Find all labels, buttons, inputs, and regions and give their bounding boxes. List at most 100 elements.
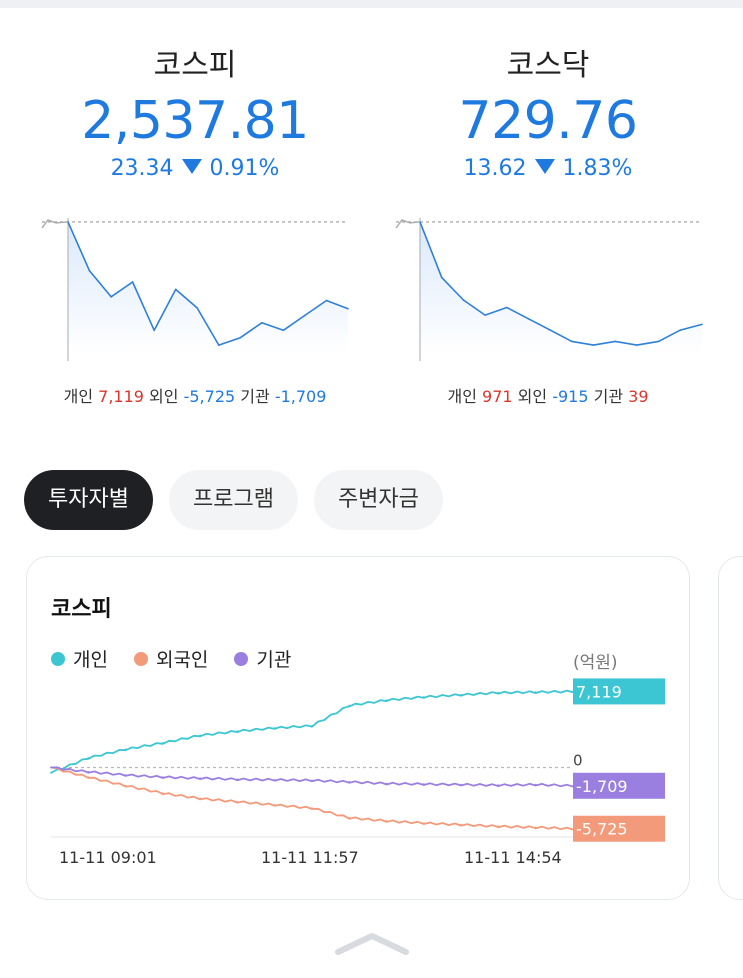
- price-point: [571, 340, 573, 343]
- down-triangle-icon: [534, 159, 555, 174]
- price-point: [325, 299, 328, 302]
- chart-legend: 개인 외국인 기관: [51, 645, 291, 672]
- price-point: [239, 336, 242, 339]
- series-point: [422, 783, 425, 785]
- price-point: [347, 307, 349, 310]
- unit-label: (억원): [573, 653, 618, 673]
- kosdaq-investor-flows: 개인 971 외인 -915 기관 39: [388, 383, 708, 407]
- index-change: 23.34 0.91%: [35, 154, 355, 184]
- series-point: [87, 770, 90, 773]
- personal-value: 971: [482, 387, 513, 406]
- index-name: 코스닥: [506, 48, 590, 83]
- index-value: 2,537.81: [81, 91, 309, 151]
- price-point: [110, 296, 112, 298]
- price-point: [282, 329, 285, 332]
- personal-value: 7,119: [98, 387, 144, 406]
- change-amount: 23.34: [110, 156, 174, 181]
- series-point: [273, 727, 276, 729]
- series-point: [497, 825, 500, 828]
- legend-foreign: 외국인: [133, 645, 209, 672]
- price-point: [196, 307, 199, 309]
- legend-label: 기관: [256, 649, 292, 671]
- change-percent: 0.91%: [209, 156, 280, 181]
- series-point: [460, 693, 463, 696]
- series-point: [385, 699, 388, 702]
- kospi-summary[interactable]: 코스피 2,537.81 23.34 0.91%: [35, 44, 355, 184]
- series-line-1: [50, 766, 574, 831]
- personal-label: 개인: [447, 387, 477, 406]
- legend-personal: 개인: [51, 645, 108, 672]
- legend-label: 외국인: [155, 649, 209, 671]
- series-point: [460, 823, 463, 826]
- series-point: [385, 820, 388, 822]
- series-point: [199, 777, 202, 780]
- zero-label: 0: [573, 752, 583, 770]
- price-point: [636, 344, 638, 346]
- price-point: [174, 288, 177, 291]
- end-label: 7,119: [576, 682, 622, 701]
- price-point: [527, 318, 530, 320]
- investor-flow-card[interactable]: 코스피 개인 외국인 기관 (억원) 0 7,119 -5,725 -1,709 11-…: [26, 556, 690, 900]
- series-point: [311, 807, 313, 810]
- x-tick-label: 11-11 14:54: [464, 848, 562, 867]
- foreign-label: 외인: [517, 387, 548, 406]
- end-label-box: [573, 772, 665, 799]
- price-point: [614, 340, 617, 343]
- series-point: [422, 822, 425, 825]
- price-point: [462, 299, 465, 301]
- change-amount: 13.62: [463, 156, 527, 181]
- index-name: 코스피: [153, 48, 237, 83]
- price-point: [657, 340, 660, 343]
- end-label-box: [573, 678, 665, 705]
- foreign-value: -915: [552, 387, 589, 406]
- tab-program[interactable]: 프로그램: [168, 470, 298, 530]
- series-point: [236, 800, 239, 803]
- area-fill: [68, 221, 348, 355]
- kospi-investor-flows: 개인 7,119 외인 -5,725 기관 -1,709: [35, 383, 355, 407]
- institution-value: -1,709: [274, 387, 327, 406]
- series-point: [199, 797, 202, 800]
- end-label: -5,725: [576, 820, 628, 839]
- foreign-label: 외인: [149, 387, 179, 406]
- kospi-intraday-chart[interactable]: [36, 205, 352, 365]
- series-point: [311, 724, 313, 727]
- tab-surrounding-funds[interactable]: 주변자금: [313, 470, 443, 530]
- kosdaq-summary[interactable]: 코스닥 729.76 13.62 1.83%: [388, 44, 708, 184]
- series-point: [50, 771, 52, 774]
- legend-dot: [133, 651, 148, 666]
- price-point: [505, 306, 508, 309]
- price-point: [217, 344, 220, 346]
- top-band: [0, 0, 743, 8]
- series-point: [161, 792, 164, 795]
- legend-dot: [51, 651, 65, 666]
- kosdaq-intraday-chart[interactable]: [390, 205, 706, 365]
- next-card-peek[interactable]: [718, 556, 743, 900]
- institution-label: 기관: [240, 387, 270, 406]
- series-point: [161, 776, 164, 779]
- series-point: [236, 730, 239, 733]
- series-point: [534, 783, 537, 786]
- price-line: [419, 221, 703, 346]
- institution-label: 기관: [593, 387, 624, 406]
- x-tick-label: 11-11 09:01: [59, 848, 157, 867]
- personal-label: 개인: [63, 387, 94, 406]
- area-fill: [420, 221, 702, 355]
- index-value: 729.76: [458, 91, 638, 151]
- pre-market-line: [41, 219, 68, 229]
- series-point: [124, 748, 127, 751]
- institution-value: 39: [628, 387, 649, 406]
- price-point: [440, 276, 443, 279]
- tab-by-investor[interactable]: 투자자별: [24, 470, 153, 530]
- series-point: [534, 691, 537, 694]
- price-point: [261, 322, 263, 324]
- investor-tabs: 투자자별 프로그램 주변자금: [24, 470, 443, 530]
- end-label-box: [573, 815, 665, 842]
- down-triangle-icon: [181, 159, 202, 174]
- investor-flow-chart: 0 7,119 -5,725 -1,709 11-11 09:01 11-11 11:57…: [50, 678, 665, 867]
- series-line-2: [50, 766, 574, 788]
- series-point: [273, 804, 276, 806]
- chevron-up-icon[interactable]: [334, 930, 410, 956]
- price-point: [701, 323, 703, 326]
- series-point: [534, 826, 537, 829]
- x-tick-label: 11-11 11:57: [261, 848, 359, 867]
